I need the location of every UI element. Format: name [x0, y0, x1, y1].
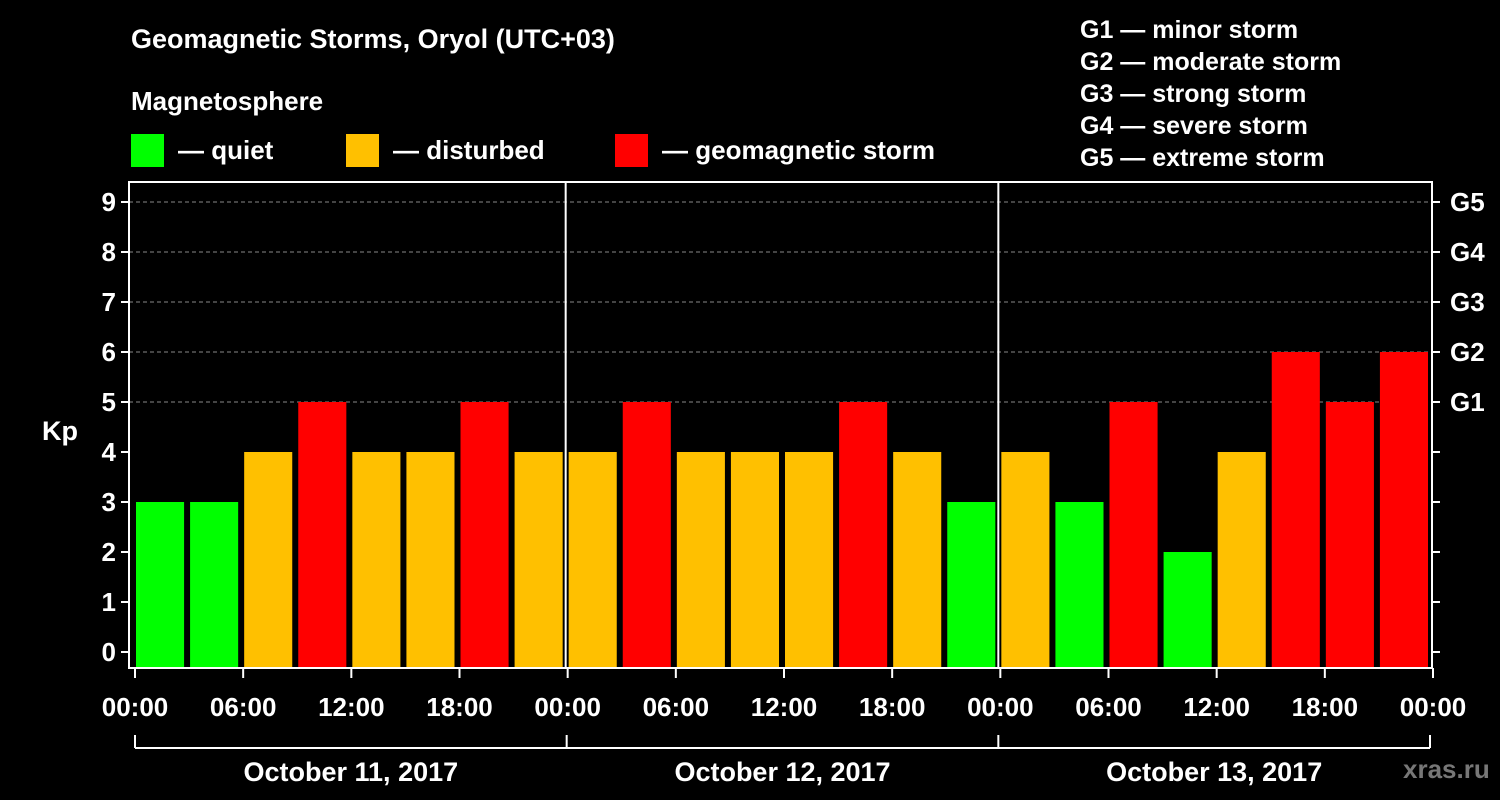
kp-bar [406, 452, 455, 668]
x-tick-label: 06:00 [210, 692, 277, 722]
x-tick-label: 00:00 [1400, 692, 1467, 722]
y-tick-label: 2 [102, 537, 116, 567]
legend-swatch-disturbed [346, 133, 379, 167]
x-tick-label: 00:00 [534, 692, 601, 722]
scale-g3: G3 — strong storm [1080, 80, 1307, 108]
storm-level-label: G2 [1450, 337, 1485, 367]
watermark: xras.ru [1403, 754, 1490, 784]
x-tick-label: 12:00 [751, 692, 818, 722]
y-tick-label: 4 [102, 437, 117, 467]
storm-level-label: G4 [1450, 237, 1485, 267]
y-tick-label: 0 [102, 637, 116, 667]
scale-g2: G2 — moderate storm [1080, 48, 1342, 76]
y-tick-label: 8 [102, 237, 116, 267]
kp-bar [514, 452, 563, 668]
legend-title: Magnetosphere [131, 86, 324, 116]
x-tick-label: 06:00 [1075, 692, 1142, 722]
x-tick-label: 12:00 [1183, 692, 1250, 722]
scale-g5: G5 — extreme storm [1080, 144, 1325, 172]
storm-level-label: G3 [1450, 287, 1485, 317]
kp-bar [730, 452, 779, 668]
day-label: October 11, 2017 [244, 757, 459, 787]
legend-swatch-quiet [131, 133, 164, 167]
kp-bar [1163, 552, 1212, 668]
legend-label-quiet: — quiet [178, 134, 274, 165]
legend-label-disturbed: — disturbed [393, 134, 545, 165]
storm-scale-legend: G1 — minor storm G2 — moderate storm G3 … [1080, 14, 1341, 174]
y-axis-label: Kp [42, 416, 78, 446]
kp-bar [460, 402, 509, 668]
x-tick-label: 00:00 [102, 692, 169, 722]
plot-frame [128, 181, 1433, 669]
day-label: October 12, 2017 [674, 757, 890, 787]
x-tick-label: 00:00 [967, 692, 1034, 722]
kp-bar [947, 502, 996, 668]
kp-bar [785, 452, 834, 668]
kp-bar [136, 502, 185, 668]
y-tick-label: 9 [102, 187, 116, 217]
kp-bar [298, 402, 347, 668]
legend-swatch-storm [615, 133, 648, 167]
y-tick-label: 7 [102, 287, 116, 317]
kp-bar [244, 452, 293, 668]
kp-bar [568, 452, 617, 668]
kp-bar [839, 402, 888, 668]
legend-label-storm: — geomagnetic storm [662, 134, 936, 165]
x-tick-label: 18:00 [426, 692, 493, 722]
scale-g1: G1 — minor storm [1080, 16, 1299, 44]
x-tick-label: 12:00 [318, 692, 385, 722]
kp-bar [1055, 502, 1104, 668]
legend-item-storm: — geomagnetic storm [615, 133, 935, 167]
x-tick-label: 18:00 [859, 692, 926, 722]
legend-item-disturbed: — disturbed [346, 133, 545, 167]
day-label: October 13, 2017 [1106, 757, 1322, 787]
kp-bar [1379, 352, 1428, 668]
kp-bar [893, 452, 942, 668]
x-tick-label: 18:00 [1292, 692, 1359, 722]
kp-bar [1217, 452, 1266, 668]
scale-g4: G4 — severe storm [1080, 112, 1308, 140]
kp-bar [1325, 402, 1374, 668]
y-tick-label: 6 [102, 337, 116, 367]
storm-level-label: G5 [1450, 187, 1485, 217]
kp-bar [1271, 352, 1320, 668]
kp-bar [1109, 402, 1158, 668]
y-tick-label: 3 [102, 487, 116, 517]
x-tick-label: 06:00 [643, 692, 710, 722]
kp-bar [622, 402, 671, 668]
kp-bar [352, 452, 401, 668]
y-tick-label: 5 [102, 387, 116, 417]
y-tick-label: 1 [102, 587, 116, 617]
legend-item-quiet: — quiet [131, 133, 273, 167]
storm-level-label: G1 [1450, 387, 1485, 417]
chart-title: Geomagnetic Storms, Oryol (UTC+03) [131, 24, 615, 54]
kp-bar [676, 452, 725, 668]
kp-bar [1001, 452, 1050, 668]
kp-bar [190, 502, 239, 668]
